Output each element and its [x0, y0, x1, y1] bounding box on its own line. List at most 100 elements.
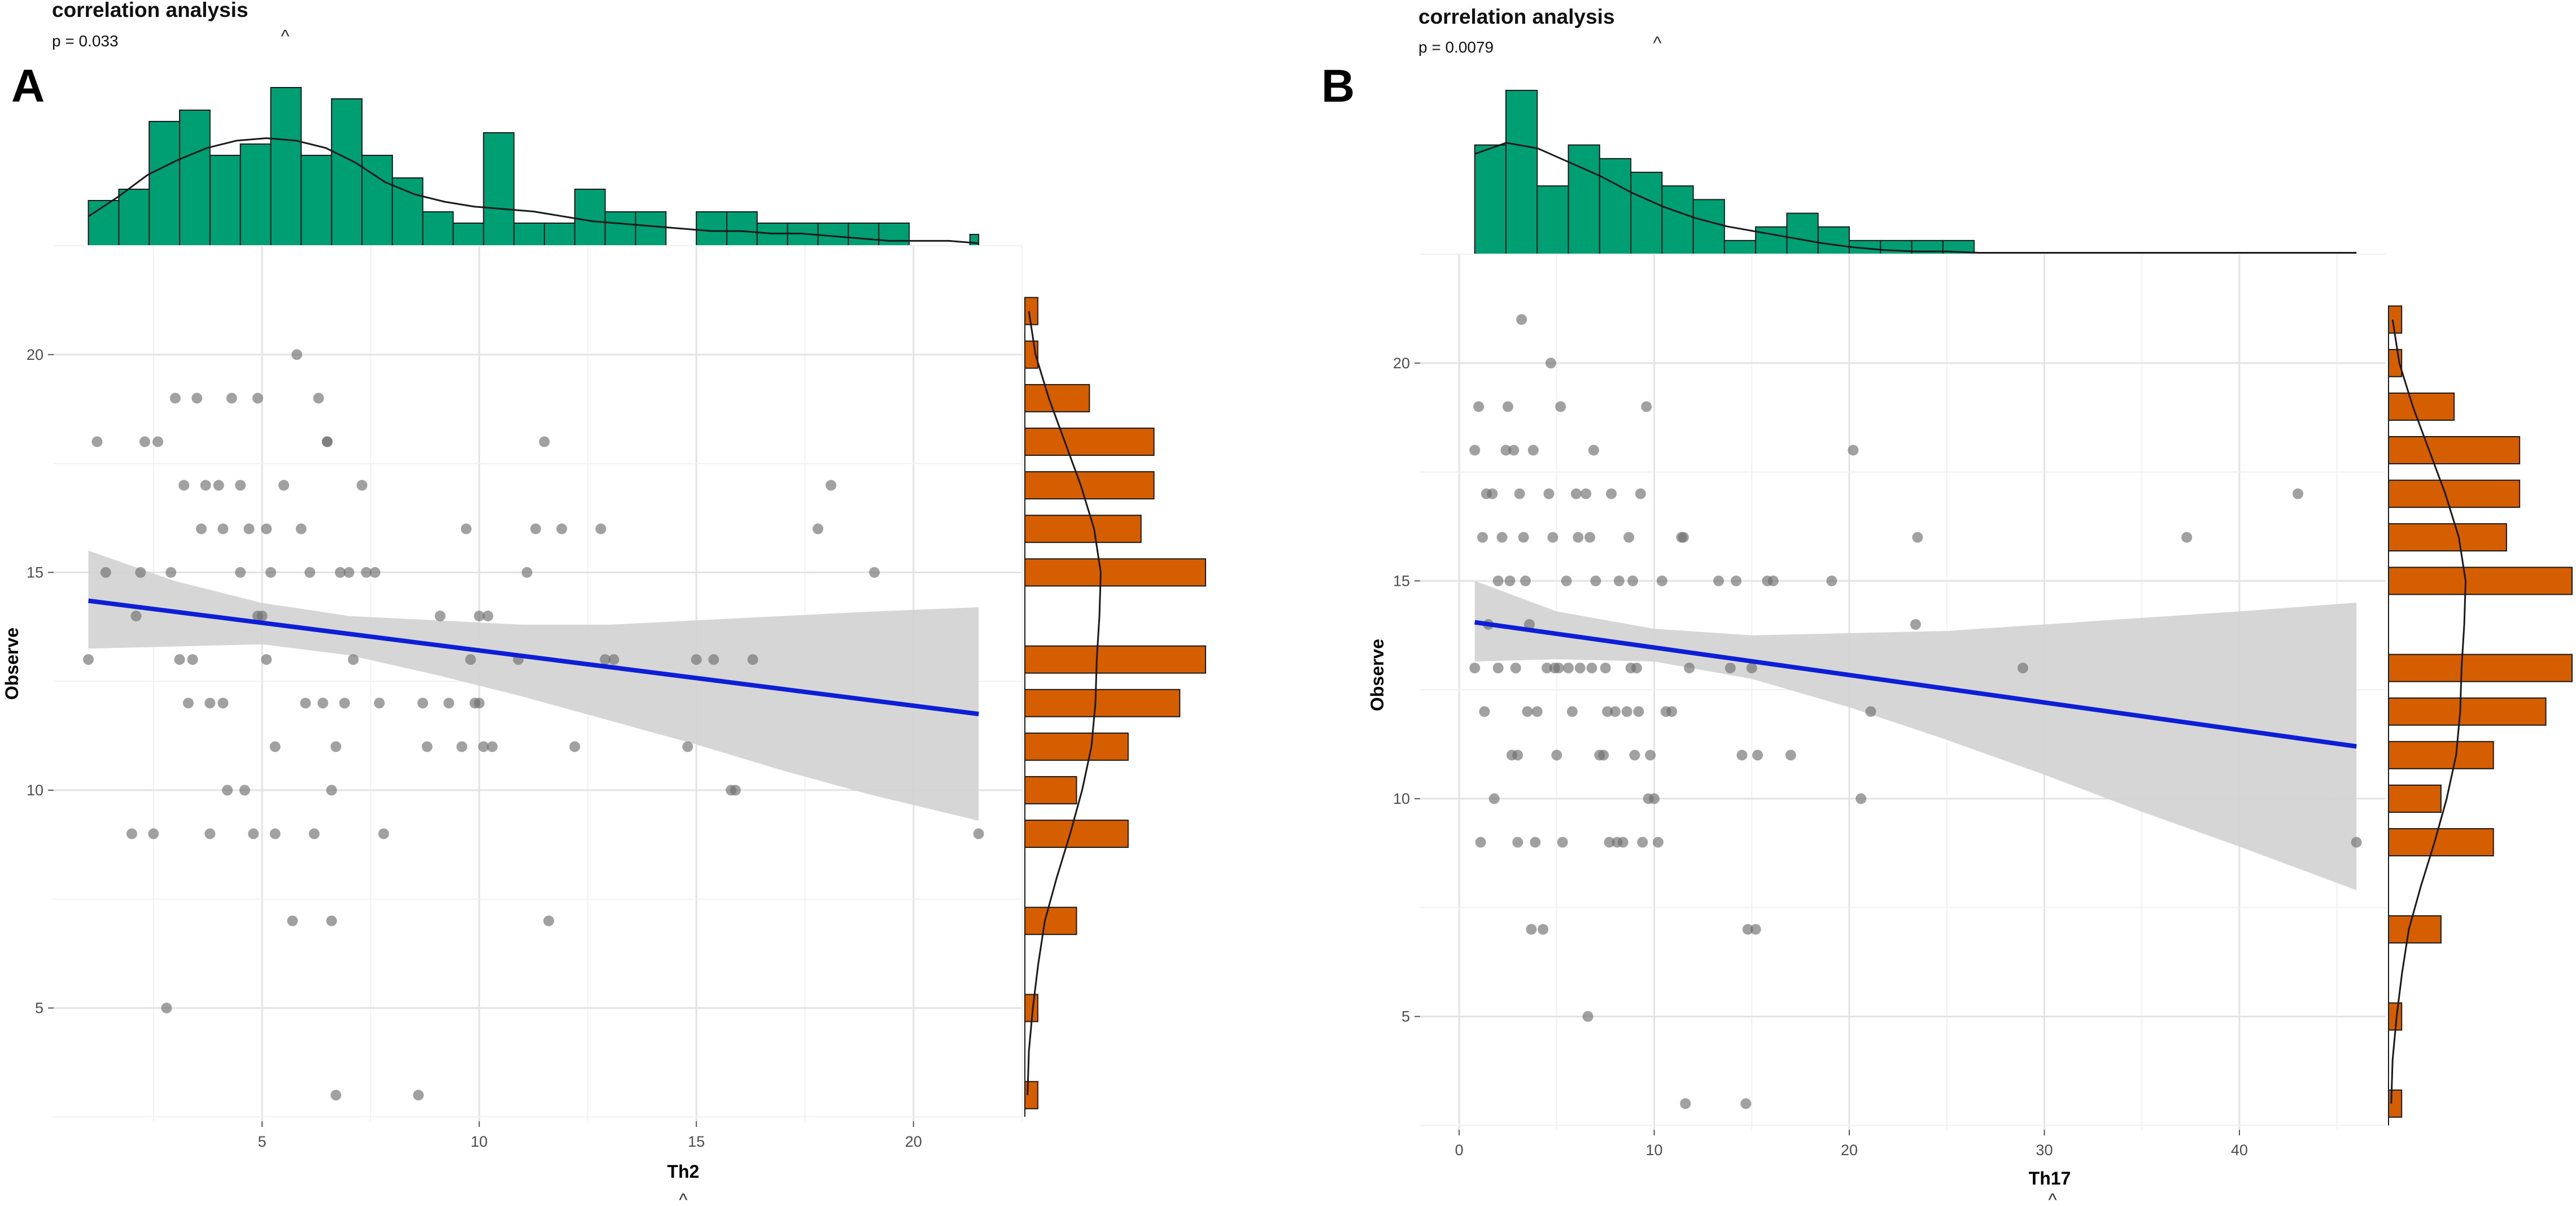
- data-point: [417, 698, 429, 709]
- data-point: [1527, 445, 1539, 456]
- data-point: [1678, 532, 1689, 543]
- data-point: [1627, 575, 1639, 586]
- histogram-bar: [604, 211, 636, 246]
- histogram-bar: [2388, 654, 2573, 682]
- confidence-band: [88, 550, 979, 821]
- histogram-bar: [756, 223, 788, 246]
- panel-b-x-axis-label: Th17: [2029, 1168, 2071, 1188]
- data-point: [126, 828, 137, 839]
- density-curve: [1474, 142, 2357, 254]
- histogram-bar: [331, 98, 363, 246]
- data-point: [1526, 924, 1537, 935]
- data-point: [200, 480, 211, 491]
- data-point: [139, 436, 151, 447]
- data-point: [239, 785, 250, 796]
- data-point: [1555, 401, 1566, 412]
- data-point: [1740, 1098, 1752, 1109]
- data-point: [256, 610, 268, 621]
- data-point: [730, 785, 741, 796]
- data-point: [482, 610, 494, 621]
- y-tick-label: 20: [1393, 355, 1410, 372]
- data-point: [1582, 1011, 1593, 1022]
- data-point: [322, 436, 333, 447]
- data-point: [369, 567, 381, 578]
- y-tick-label: 5: [1401, 1008, 1410, 1025]
- data-point: [182, 698, 194, 709]
- data-point: [1731, 575, 1742, 586]
- panel-a-top-histogram: [88, 87, 980, 246]
- data-point: [1848, 445, 1859, 456]
- regression-line: [88, 598, 979, 716]
- data-point: [1469, 663, 1481, 674]
- data-point: [600, 654, 611, 665]
- data-point: [235, 567, 246, 578]
- data-point: [1512, 837, 1523, 848]
- data-point: [1912, 532, 1923, 543]
- data-point: [1492, 663, 1504, 674]
- data-point: [1684, 663, 1695, 674]
- data-point: [148, 828, 159, 839]
- data-point: [747, 654, 758, 665]
- data-point: [317, 698, 329, 709]
- regression-line: [1474, 620, 2357, 749]
- histogram-bar: [2388, 697, 2547, 726]
- histogram-bar: [422, 211, 454, 246]
- x-tick-label: 10: [471, 1133, 488, 1150]
- data-point: [443, 698, 455, 709]
- data-point: [374, 698, 385, 709]
- histogram-bar: [2388, 741, 2494, 769]
- data-point: [261, 654, 272, 665]
- data-point: [1561, 575, 1572, 586]
- x-tick-label: 0: [1455, 1142, 1464, 1159]
- data-point: [1629, 750, 1640, 761]
- histogram-bar: [270, 87, 302, 246]
- data-point: [1573, 532, 1584, 543]
- panel-b-scatter-plot: 0 10 20 30 40 5 10 15 20: [1393, 254, 2386, 1159]
- data-point: [682, 741, 693, 752]
- data-point: [1547, 532, 1558, 543]
- histogram-bar: [1024, 515, 1142, 543]
- data-point: [169, 393, 181, 404]
- data-point: [973, 828, 984, 839]
- panel-a-scatter-plot: 5 10 15 20 5 10 15 20: [27, 245, 1023, 1150]
- data-point: [330, 741, 342, 752]
- data-point: [1865, 706, 1876, 717]
- data-point: [1488, 793, 1500, 804]
- y-tick-label: 10: [1393, 790, 1410, 807]
- data-point: [1736, 750, 1748, 761]
- panel-b-top-histogram: [1474, 90, 2357, 255]
- data-point: [287, 915, 298, 926]
- data-point: [1504, 575, 1516, 586]
- data-point: [1713, 575, 1724, 586]
- histogram-bar: [1755, 226, 1788, 255]
- data-point: [1826, 575, 1837, 586]
- data-point: [2017, 663, 2028, 674]
- data-point: [1508, 445, 1520, 456]
- histogram-bar: [2388, 392, 2455, 421]
- data-point: [152, 436, 164, 447]
- histogram-bar: [635, 211, 667, 246]
- histogram-bar: [2388, 305, 2403, 334]
- panel-a-right-histogram: [1024, 297, 1206, 1117]
- data-point: [1570, 488, 1582, 499]
- data-point: [1543, 488, 1555, 499]
- data-point: [1530, 837, 1541, 848]
- histogram-bar: [1630, 172, 1663, 255]
- data-point: [478, 741, 489, 752]
- panel-a-x-axis-label: Th2: [667, 1161, 700, 1182]
- histogram-bar: [817, 223, 849, 246]
- data-point: [608, 654, 619, 665]
- panel-b-title: correlation analysis: [1418, 5, 1615, 28]
- data-point: [1563, 663, 1574, 674]
- data-point: [378, 828, 389, 839]
- data-point: [1520, 575, 1531, 586]
- data-point: [2293, 488, 2304, 499]
- histogram-bar: [848, 223, 880, 246]
- data-point: [1512, 750, 1523, 761]
- x-tick-label: 15: [688, 1133, 705, 1150]
- data-point: [595, 523, 606, 534]
- density-curve: [1027, 311, 1102, 1095]
- histogram-bar: [1536, 185, 1569, 255]
- data-point: [178, 480, 190, 491]
- data-point: [308, 828, 320, 839]
